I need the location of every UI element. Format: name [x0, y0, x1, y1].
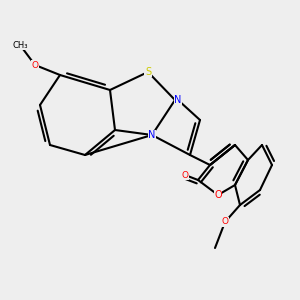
Text: N: N [174, 95, 182, 105]
Text: N: N [148, 130, 156, 140]
Text: CH₃: CH₃ [12, 40, 28, 50]
Text: O: O [221, 218, 229, 226]
Text: O: O [214, 190, 222, 200]
Text: S: S [145, 67, 151, 77]
Text: O: O [32, 61, 38, 70]
Text: O: O [182, 170, 188, 179]
